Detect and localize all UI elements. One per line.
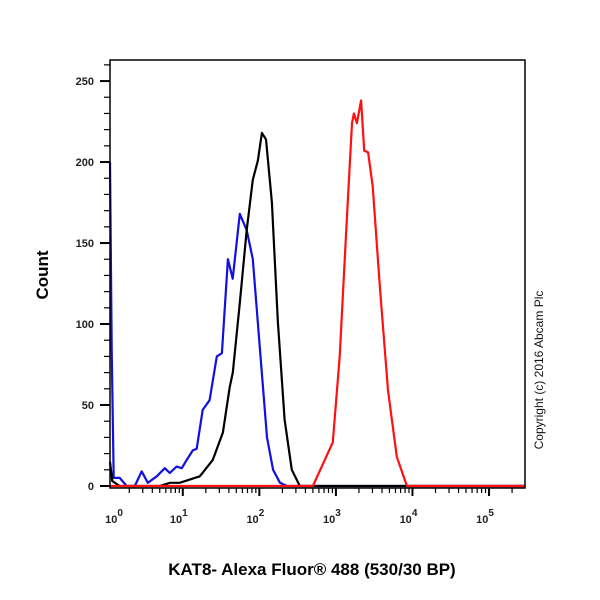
x-tick-label: 105 (476, 508, 494, 526)
x-tick-label: 102 (246, 508, 264, 526)
plot-frame (109, 59, 526, 489)
series-line-1 (108, 131, 525, 488)
x-axis: 100 101 102 103 104 105 (105, 488, 513, 526)
series-group (108, 99, 525, 488)
y-axis-title: Count (33, 250, 52, 299)
y-tick-label: 0 (88, 481, 94, 493)
y-tick-label: 150 (76, 238, 94, 250)
y-tick-label: 100 (76, 319, 94, 331)
x-tick-label: 103 (323, 508, 341, 526)
y-axis: 0 50 100 150 200 250 (76, 64, 110, 493)
series-line-2 (110, 99, 525, 488)
y-tick-label: 50 (82, 400, 94, 412)
x-tick-label: 101 (170, 508, 188, 526)
y-tick-label: 200 (76, 157, 94, 169)
x-tick-label: 100 (105, 508, 123, 526)
copyright-annotation: Copyright (c) 2016 Abcam Plc (532, 291, 546, 450)
series-line-0 (108, 161, 525, 488)
x-tick-label: 104 (400, 508, 418, 526)
x-axis-title: KAT8- Alexa Fluor® 488 (530/30 BP) (168, 560, 455, 579)
y-tick-label: 250 (76, 76, 94, 88)
